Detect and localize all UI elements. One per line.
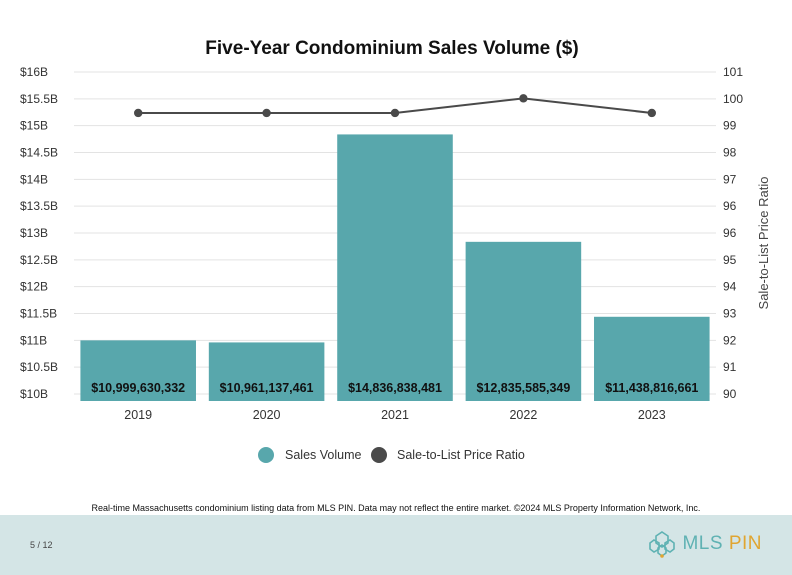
combo-chart: $10B $10.5B $11B $11.5B $12B $12.5B $13B $13.5B… [20,38,771,463]
x-axis: 2019 2020 2021 2022 2023 [124,408,665,422]
mls-pin-logo-icon [649,531,676,558]
left-tick-label: $10.5B [20,360,58,374]
left-tick-label: $14B [20,172,48,186]
right-tick-label: 100 [723,92,743,106]
right-tick-label: 101 [723,65,743,79]
legend: Sales Volume Sale-to-List Price Ratio [258,447,525,463]
legend-label-sales-volume: Sales Volume [285,448,361,462]
right-tick-label: 95 [723,253,737,267]
x-tick-label: 2019 [124,408,152,422]
legend-label-ratio: Sale-to-List Price Ratio [397,448,525,462]
bar-series: $10,999,630,332 $10,961,137,461 $14,836,83… [80,134,710,401]
right-tick-label: 99 [723,119,737,133]
bar-data-label: $12,835,585,349 [476,381,570,395]
right-tick-label: 91 [723,360,737,374]
left-tick-label: $10B [20,387,48,401]
ratio-point [390,108,400,118]
ratio-point [519,94,528,103]
left-tick-label: $13B [20,226,48,240]
legend-marker-sales-volume [258,447,274,463]
bar-data-label: $10,961,137,461 [220,381,314,395]
chart-title: Five-Year Condominium Sales Volume ($) [205,38,578,59]
left-tick-label: $11.5B [20,307,57,321]
logo-text-pin: PIN [728,533,762,554]
right-tick-label: 97 [723,172,737,186]
bar [337,134,453,401]
x-tick-label: 2020 [253,408,281,422]
line-series [134,94,656,118]
bar [80,340,196,401]
chart: $10B $10.5B $11B $11.5B $12B $12.5B $13B $13.5B… [20,38,771,463]
ratio-point [134,108,143,118]
left-axis: $10B $10.5B $11B $11.5B $12B $12.5B $13B $13.5B… [20,65,58,401]
right-tick-label: 92 [723,333,737,347]
right-tick-label: 98 [723,146,737,160]
right-tick-label: 90 [723,387,737,401]
right-axis: 90 91 92 93 94 95 96 96 97 98 99 100 101 [723,65,743,401]
ratio-point [262,108,271,118]
x-tick-label: 2021 [381,408,409,422]
bar [208,342,325,401]
x-tick-label: 2022 [509,408,537,422]
legend-marker-ratio [371,447,387,463]
right-tick-label: 93 [723,307,737,321]
right-tick-label: 96 [723,199,737,213]
right-tick-label: 96 [723,226,737,240]
logo-text-mls: MLS [682,533,724,554]
left-tick-label: $11B [20,333,47,347]
left-tick-label: $12B [20,280,48,294]
bar-data-label: $14,836,838,481 [348,381,442,395]
left-tick-label: $13.5B [20,199,58,213]
footer-band: 5 / 12 MLS PIN [0,515,792,575]
bar [465,241,582,401]
left-tick-label: $16B [20,65,48,79]
bar-data-label: $10,999,630,332 [91,381,185,395]
left-tick-label: $15.5B [20,92,58,106]
left-tick-label: $12.5B [20,253,58,267]
left-tick-label: $14.5B [20,146,58,160]
right-axis-title: Sale-to-List Price Ratio [756,177,771,310]
x-tick-label: 2023 [638,408,666,422]
left-tick-label: $15B [20,119,48,133]
mls-pin-logo: MLS PIN [648,529,762,559]
footnote: Real-time Massachusetts condominium list… [91,503,701,513]
page-number: 5 / 12 [30,540,53,550]
right-tick-label: 94 [723,280,737,294]
ratio-point [647,108,656,118]
bar-data-label: $11,438,816,661 [605,381,698,395]
bar [594,316,710,401]
